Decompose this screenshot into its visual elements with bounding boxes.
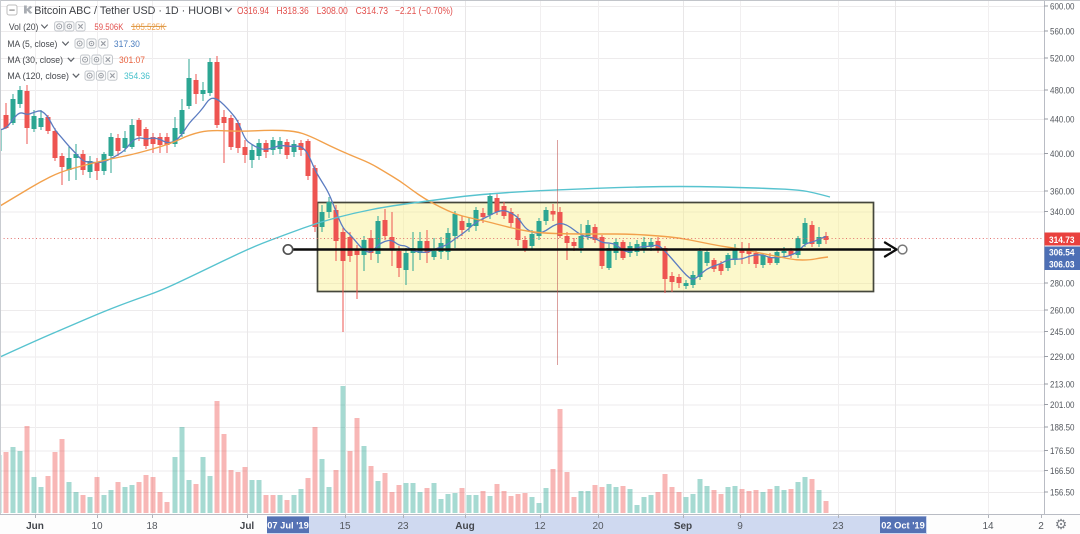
- svg-text:480.00: 480.00: [1050, 85, 1075, 96]
- svg-text:−2.21: −2.21: [395, 6, 417, 17]
- svg-text:301.07: 301.07: [119, 55, 145, 66]
- svg-text:188.50: 188.50: [1050, 422, 1075, 433]
- svg-text:306.03: 306.03: [1049, 260, 1075, 271]
- svg-text:201.00: 201.00: [1050, 400, 1075, 411]
- svg-text:14: 14: [982, 521, 994, 532]
- svg-text:C314.73: C314.73: [356, 6, 389, 17]
- svg-text:176.50: 176.50: [1050, 446, 1075, 457]
- svg-text:340.00: 340.00: [1050, 207, 1075, 218]
- svg-text:23: 23: [397, 521, 409, 532]
- svg-text:360.00: 360.00: [1050, 186, 1075, 197]
- svg-text:20: 20: [592, 521, 604, 532]
- svg-text:O316.94: O316.94: [237, 6, 269, 17]
- svg-text:07 Jul '19: 07 Jul '19: [267, 521, 309, 531]
- svg-text:213.00: 213.00: [1050, 379, 1075, 390]
- svg-text:MA (30, close): MA (30, close): [7, 55, 63, 66]
- svg-text:12: 12: [534, 521, 546, 532]
- svg-text:⚙: ⚙: [1055, 516, 1068, 532]
- svg-text:166.50: 166.50: [1050, 466, 1075, 477]
- svg-text:Bitcoin ABC / Tether USD · 1D: Bitcoin ABC / Tether USD · 1D · HUOBI: [34, 5, 222, 17]
- svg-text:Aug: Aug: [455, 521, 474, 532]
- svg-text:245.00: 245.00: [1050, 327, 1075, 338]
- svg-text:(−0.70%): (−0.70%): [419, 6, 453, 17]
- svg-text:L308.00: L308.00: [317, 6, 349, 17]
- svg-text:Sep: Sep: [674, 521, 692, 532]
- svg-text:400.00: 400.00: [1050, 149, 1075, 160]
- svg-text:440.00: 440.00: [1050, 114, 1075, 125]
- svg-text:229.00: 229.00: [1050, 352, 1075, 363]
- svg-text:02 Oct '19: 02 Oct '19: [881, 521, 925, 531]
- svg-text:10: 10: [91, 521, 103, 532]
- svg-text:18: 18: [146, 521, 158, 532]
- svg-text:Jun: Jun: [26, 521, 44, 532]
- svg-text:15: 15: [339, 521, 351, 532]
- svg-text:156.50: 156.50: [1050, 487, 1075, 498]
- svg-text:Jul: Jul: [240, 521, 255, 532]
- svg-text:600.00: 600.00: [1050, 1, 1075, 12]
- svg-text:520.00: 520.00: [1050, 53, 1075, 64]
- svg-text:560.00: 560.00: [1050, 26, 1075, 37]
- svg-text:9: 9: [737, 521, 743, 532]
- svg-text:280.00: 280.00: [1050, 278, 1075, 289]
- svg-text:260.00: 260.00: [1050, 305, 1075, 316]
- svg-text:314.73: 314.73: [1049, 235, 1075, 246]
- svg-text:23: 23: [832, 521, 844, 532]
- svg-text:MA (5, close): MA (5, close): [7, 39, 57, 50]
- svg-text:H318.36: H318.36: [277, 6, 310, 17]
- svg-text:MA (120, close): MA (120, close): [7, 71, 69, 82]
- svg-text:354.36: 354.36: [124, 71, 150, 82]
- svg-text:Vol (20): Vol (20): [9, 22, 39, 33]
- svg-text:317.30: 317.30: [114, 39, 140, 50]
- svg-text:105.525K: 105.525K: [132, 22, 167, 33]
- svg-text:306.54: 306.54: [1049, 248, 1075, 259]
- svg-text:2: 2: [1038, 521, 1044, 532]
- svg-text:59.506K: 59.506K: [94, 22, 124, 33]
